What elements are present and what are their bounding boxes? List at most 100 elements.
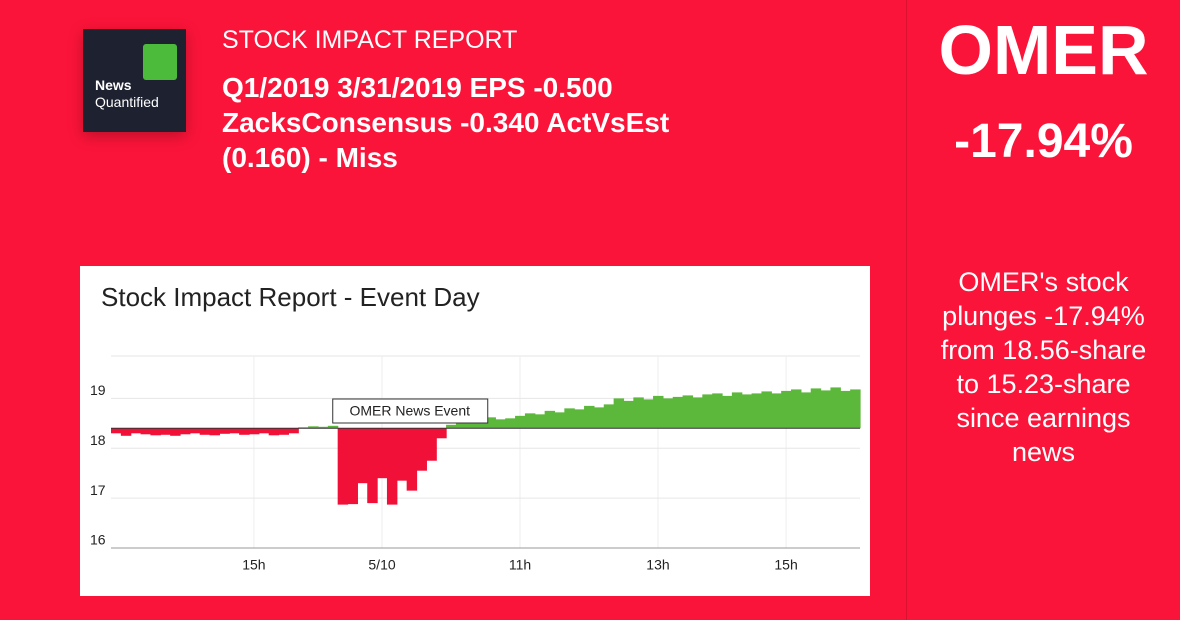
- x-tick-label: 15h: [242, 557, 265, 573]
- area-segment: [505, 418, 516, 429]
- area-segment: [722, 395, 733, 429]
- area-segment: [248, 428, 260, 435]
- headline: Q1/2019 3/31/2019 EPS -0.500 ZacksConsen…: [222, 70, 669, 175]
- area-segment: [653, 395, 664, 429]
- area-segment: [712, 393, 723, 429]
- area-segment: [416, 428, 427, 471]
- area-segment: [357, 428, 368, 484]
- area-segment: [337, 428, 349, 505]
- area-segment: [239, 428, 250, 435]
- area-segment: [692, 397, 703, 429]
- area-segment: [189, 428, 201, 434]
- area-segment: [515, 415, 526, 429]
- headline-line: Q1/2019 3/31/2019 EPS -0.500: [222, 72, 613, 103]
- area-segment: [140, 428, 152, 435]
- x-tick-label: 11h: [509, 557, 531, 573]
- area-segment: [593, 407, 605, 429]
- x-tick-label: 15h: [774, 557, 797, 573]
- area-segment: [633, 397, 644, 429]
- area-segment: [761, 391, 772, 429]
- area-segment: [810, 388, 822, 429]
- area-segment: [426, 428, 437, 461]
- area-segment: [800, 392, 812, 429]
- logo-text: News: [95, 77, 132, 93]
- area-segment: [544, 410, 556, 429]
- area-segment: [327, 425, 339, 429]
- area-segment: [534, 414, 546, 429]
- area-segment: [672, 396, 684, 429]
- area-segment: [406, 428, 418, 491]
- annotation: OMER News Event: [349, 403, 470, 419]
- area-segment: [623, 400, 634, 429]
- summary-line: since earnings: [956, 403, 1131, 433]
- chart: Stock Impact Report - Event Day 16 17 18 19…: [90, 282, 861, 573]
- area-segment: [840, 390, 851, 429]
- area-segment: [781, 390, 792, 429]
- area-segment: [574, 409, 585, 429]
- logo-icon: [143, 44, 177, 80]
- y-tick-label: 17: [90, 482, 106, 498]
- area-segment: [564, 408, 575, 429]
- divider: [906, 0, 907, 620]
- summary-line: OMER's stock: [958, 267, 1129, 297]
- chart-panel: Stock Impact Report - Event Day 16 17 18 19…: [80, 266, 870, 596]
- area-segment: [495, 419, 506, 429]
- summary-line: to 15.23-share: [956, 369, 1131, 399]
- area-segment: [524, 413, 536, 429]
- area-segment: [268, 428, 280, 436]
- area-segment: [258, 428, 270, 434]
- area-segment: [317, 426, 329, 429]
- area-segment: [377, 428, 388, 479]
- area-segment: [662, 398, 674, 429]
- area-segment: [485, 417, 496, 429]
- area-segment: [219, 428, 230, 434]
- area-segment: [130, 428, 142, 434]
- change: -17.94%: [954, 115, 1133, 168]
- area-segment: [386, 428, 398, 505]
- y-tick-label: 19: [90, 382, 106, 398]
- area-segment: [367, 428, 378, 504]
- ticker: OMER: [938, 11, 1149, 89]
- area-segment: [308, 426, 319, 429]
- area-segment: [347, 428, 358, 505]
- area-segment: [603, 404, 615, 429]
- area-segment: [446, 424, 457, 429]
- area-segment: [199, 428, 211, 435]
- y-tick-label: 16: [90, 532, 106, 548]
- area-segment: [741, 394, 753, 429]
- annotation-box: [332, 398, 489, 424]
- chart-title: Stock Impact Report - Event Day: [101, 282, 480, 312]
- area-segment: [475, 419, 487, 429]
- y-tick-label: 18: [90, 432, 106, 448]
- area-segment: [120, 428, 132, 436]
- area-segment: [229, 428, 240, 434]
- summary: OMER's stock plunges -17.94% from 18.56-…: [907, 265, 1180, 469]
- headline-line: ZacksConsensus -0.340 ActVsEst: [222, 107, 670, 138]
- area-segment: [584, 405, 595, 429]
- area-segment: [278, 428, 289, 435]
- area-segment: [455, 419, 467, 429]
- logo: News Quantified: [83, 29, 186, 132]
- area-segment: [682, 395, 694, 429]
- summary-line: from 18.56-share: [940, 335, 1147, 365]
- x-tick-label: 5/10: [368, 557, 395, 573]
- area-segment: [771, 393, 782, 429]
- area-segment: [820, 390, 832, 429]
- area-segment: [830, 387, 841, 429]
- area-segment: [643, 399, 654, 429]
- area-segment: [850, 389, 861, 429]
- headline-line: (0.160) - Miss: [222, 142, 398, 173]
- area-segment: [150, 428, 161, 436]
- summary-line: plunges -17.94%: [942, 301, 1145, 331]
- area-segment: [791, 389, 802, 429]
- area-segment: [554, 412, 565, 429]
- area-segment: [160, 428, 171, 435]
- area-segment: [436, 428, 447, 439]
- area-segment: [396, 428, 408, 481]
- area-segment: [111, 428, 122, 434]
- area-segment: [702, 394, 713, 429]
- area-segment: [288, 428, 299, 434]
- area-segment: [209, 428, 221, 436]
- area-segment: [751, 393, 763, 429]
